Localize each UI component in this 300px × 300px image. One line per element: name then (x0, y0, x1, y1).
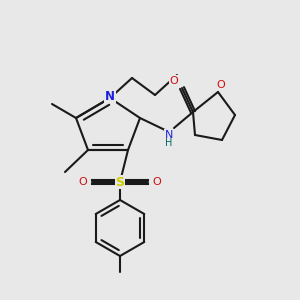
Text: S: S (116, 176, 124, 188)
Text: O: O (169, 76, 178, 86)
Text: O: O (153, 177, 161, 187)
Text: O: O (217, 80, 225, 90)
Text: N: N (165, 130, 173, 140)
Text: N: N (105, 89, 115, 103)
Text: O: O (79, 177, 87, 187)
Text: H: H (165, 138, 173, 148)
